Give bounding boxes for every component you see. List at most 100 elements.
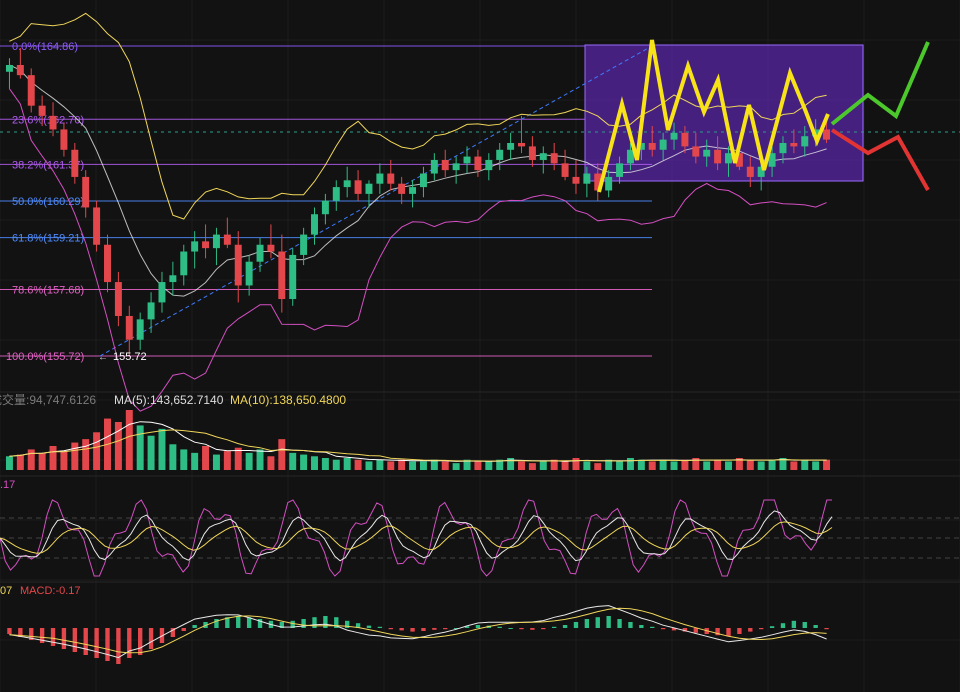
- macd-hist-bar: [83, 628, 88, 655]
- candle-body: [169, 275, 177, 283]
- macd-hist-bar: [301, 619, 306, 628]
- candle-body: [790, 143, 798, 147]
- candle-body: [398, 183, 406, 194]
- volume-bar: [16, 454, 24, 470]
- candle-body: [616, 163, 624, 177]
- macd-hist-bar: [225, 617, 230, 628]
- macd-hist-bar: [170, 628, 176, 637]
- volume-bar: [71, 442, 79, 470]
- candle-body: [648, 143, 656, 150]
- candle-body: [147, 302, 155, 320]
- bearish-projection: [830, 128, 930, 191]
- volume-bar: [38, 452, 46, 470]
- candle-body: [452, 163, 460, 171]
- macd-hist-bar: [584, 619, 590, 628]
- candle-body: [594, 173, 602, 191]
- candle-body: [82, 176, 90, 208]
- macd-hist-bar: [606, 616, 611, 628]
- candle-body: [27, 75, 35, 106]
- candle-body: [550, 153, 558, 164]
- macd-hist-bar: [72, 628, 77, 652]
- low-price-label: 155.72: [113, 351, 147, 363]
- macd-hist-bar: [671, 628, 677, 631]
- macd-hist-bar: [824, 628, 829, 630]
- candle-body: [779, 143, 787, 154]
- volume-bar: [430, 459, 438, 470]
- volume-bar: [300, 454, 308, 470]
- volume-bar: [311, 456, 318, 470]
- volume-bar: [398, 459, 406, 470]
- macd-hist-bar: [39, 628, 45, 643]
- volume-bar: [463, 459, 471, 470]
- candle-body: [496, 149, 504, 160]
- macd-hist-bar: [530, 628, 535, 630]
- volume-bar: [147, 435, 155, 470]
- macd-hist-bar: [443, 628, 448, 630]
- kdj-panel: .17: [0, 479, 960, 577]
- macd-hist-bar: [573, 622, 579, 628]
- fib-trend-line: [99, 45, 653, 357]
- bullish-projection: [830, 41, 930, 126]
- volume-bar: [376, 459, 384, 470]
- candle-body: [354, 180, 362, 194]
- volume-bar: [507, 458, 515, 470]
- candle-body: [539, 153, 547, 160]
- zigzag-line: [597, 39, 830, 193]
- candle-body: [71, 149, 79, 177]
- candle-body: [256, 244, 264, 262]
- volume-bar: [779, 458, 787, 470]
- macd-hist-bar: [464, 626, 470, 628]
- macd-hist-bar: [192, 625, 197, 628]
- candle-body: [180, 251, 188, 276]
- macd-hist-bar: [737, 628, 742, 634]
- volume-bar: [256, 449, 264, 470]
- candle-body: [681, 132, 689, 147]
- macd-hist-bar: [334, 617, 339, 628]
- candle-body: [289, 254, 297, 300]
- candle-body: [158, 282, 166, 303]
- band-upper: [9, 12, 827, 220]
- candle-body: [267, 244, 275, 252]
- fib-label: 100.0%(155.72): [6, 351, 84, 363]
- fib-label: 38.2%(161.37): [12, 159, 84, 171]
- fib-label: 23.6%(162.70): [12, 114, 84, 126]
- candle-body: [485, 159, 493, 171]
- bollinger-bands: [8, 12, 827, 412]
- macd-hist-bar: [421, 628, 426, 631]
- macd-hist-bar: [312, 617, 317, 628]
- volume-bar: [790, 461, 798, 470]
- macd-hist-bar: [693, 628, 698, 633]
- candle-body: [528, 146, 536, 160]
- candle-body: [463, 156, 471, 164]
- candle-body: [474, 156, 482, 171]
- candle-body: [343, 180, 351, 188]
- volume-bar: [158, 428, 166, 470]
- volume-bar: [572, 458, 580, 470]
- candle-body: [234, 244, 242, 286]
- volume-bar: [82, 439, 90, 470]
- zigzag-pattern: [597, 39, 830, 193]
- macd-hist-bar: [366, 625, 372, 628]
- volume-bar: [539, 461, 547, 470]
- volume-bar: [725, 461, 732, 470]
- candle-body: [801, 136, 809, 147]
- candle-body: [93, 207, 101, 245]
- candle-body: [332, 187, 340, 201]
- macd-hist-bar: [628, 622, 633, 628]
- macd-hist-bar: [715, 628, 720, 636]
- macd-hist-bar: [813, 625, 818, 628]
- candle-body: [387, 173, 395, 184]
- macd-panel: 07 MACD:-0.17: [0, 585, 829, 664]
- macd-hist-bar: [127, 628, 132, 658]
- candle-body: [735, 153, 743, 167]
- candle-body: [136, 319, 144, 340]
- macd-hist-bar: [50, 628, 56, 646]
- volume-ma5-label: MA(5):143,652.7140: [114, 393, 224, 407]
- macd-hist-bar: [682, 628, 688, 632]
- candle-body: [419, 173, 427, 188]
- candle-body: [409, 187, 417, 194]
- volume-bar: [583, 461, 591, 470]
- candle-body: [376, 173, 384, 184]
- macd-hist-bar: [410, 628, 415, 632]
